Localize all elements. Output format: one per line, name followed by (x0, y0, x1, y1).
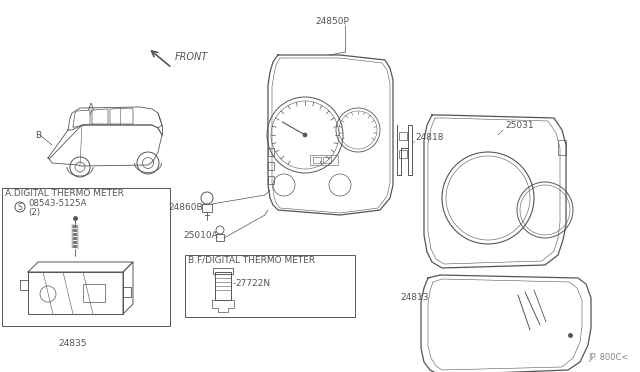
Bar (399, 150, 407, 158)
Text: 24835: 24835 (58, 339, 86, 347)
Bar (215, 272, 231, 300)
Text: 24860B: 24860B (168, 202, 203, 212)
Text: JP. 800C<: JP. 800C< (588, 353, 628, 362)
Bar (399, 132, 407, 140)
Text: A: A (88, 103, 94, 112)
Circle shape (303, 133, 307, 137)
Text: 25010A: 25010A (183, 231, 218, 241)
Text: B.F/DIGITAL THERMO METER: B.F/DIGITAL THERMO METER (188, 256, 315, 264)
Bar (268, 148, 274, 156)
Text: FRONT: FRONT (175, 52, 208, 62)
Bar (83, 284, 105, 302)
Text: 08543-5125A: 08543-5125A (28, 199, 86, 208)
Text: 25031: 25031 (505, 121, 534, 129)
Bar (2, 188, 170, 326)
Bar (323, 157, 331, 163)
Text: 24813: 24813 (400, 292, 429, 301)
Text: B: B (35, 131, 41, 140)
Bar (28, 272, 123, 314)
Bar (216, 234, 224, 241)
Text: S: S (18, 202, 22, 212)
Bar (213, 268, 233, 274)
Text: 27722N: 27722N (235, 279, 270, 288)
Bar (185, 255, 355, 317)
Bar (202, 204, 212, 212)
Text: (2): (2) (28, 208, 40, 218)
Bar (268, 162, 274, 170)
Bar (558, 140, 566, 155)
Bar (313, 157, 321, 163)
Text: 24850P: 24850P (315, 17, 349, 26)
Text: 24818: 24818 (415, 134, 444, 142)
Bar (268, 176, 274, 184)
Text: A.DIGITAL THERMO METER: A.DIGITAL THERMO METER (5, 189, 124, 198)
Bar (310, 155, 338, 165)
